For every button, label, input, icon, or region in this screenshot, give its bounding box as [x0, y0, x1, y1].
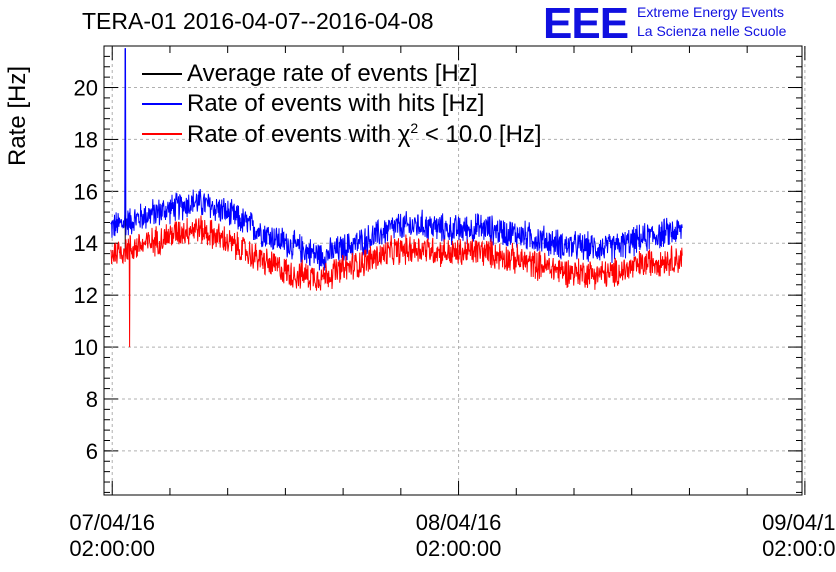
legend-label-chi2-symbol: χ	[397, 121, 411, 148]
series-hits-line	[110, 48, 683, 271]
y-tick-label: 14	[74, 231, 98, 256]
logo-text-line2: La Scienza nelle Scuole	[637, 23, 787, 39]
legend-label-hits: Rate of events with hits [Hz]	[187, 90, 485, 117]
y-tick-label: 20	[74, 76, 98, 101]
chart-title: TERA-01 2016-04-07--2016-04-08	[82, 8, 434, 34]
y-tick-label: 8	[86, 387, 98, 412]
x-tick-label-time: 02:00:00	[69, 536, 155, 561]
legend-label-chi2-sup: 2	[410, 120, 419, 136]
legend-swatch-average	[142, 73, 182, 75]
legend-label-chi2-post: < 10.0 [Hz]	[418, 121, 542, 148]
x-tick-label-date: 09/04/16	[762, 510, 836, 535]
y-tick-label: 18	[74, 127, 98, 152]
eee-logo-mark: EEE	[543, 0, 629, 48]
y-tick-label: 10	[74, 335, 98, 360]
y-tick-label: 6	[86, 439, 98, 464]
x-tick-label-date: 08/04/16	[416, 510, 502, 535]
legend-swatch-hits	[142, 103, 182, 105]
legend-label-average: Average rate of events [Hz]	[187, 60, 478, 87]
legend-label-chi2: Rate of events with χ2 < 10.0 [Hz]	[187, 120, 542, 149]
y-axis-label: Rate [Hz]	[4, 65, 31, 166]
x-tick-label-time: 02:00:00	[762, 536, 836, 561]
y-tick-label: 16	[74, 179, 98, 204]
x-tick-label-date: 07/04/16	[69, 510, 155, 535]
logo-text-line1: Extreme Energy Events	[637, 4, 785, 20]
legend-label-chi2-pre: Rate of events with	[187, 121, 398, 148]
plot-frame	[103, 45, 803, 496]
series-chi2-line	[110, 215, 683, 348]
x-tick-label-time: 02:00:00	[416, 536, 502, 561]
y-tick-label: 12	[74, 283, 98, 308]
legend-swatch-chi2	[142, 133, 182, 135]
